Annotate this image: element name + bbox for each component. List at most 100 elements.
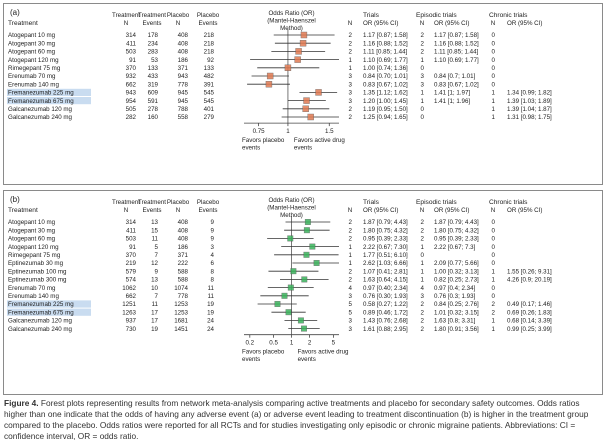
episodic-n: 2: [421, 301, 425, 308]
treatment-events: 7: [155, 252, 159, 259]
treatment-name: Atogepant 120 mg: [8, 57, 59, 64]
trials-n: 3: [349, 326, 353, 333]
header-episodic-n: N: [420, 20, 424, 27]
treatment-name: Galcanezumab 240 mg: [8, 326, 73, 333]
episodic-or-ci: 0.97 [0.4; 2.34]: [434, 285, 476, 292]
placebo-events: 24: [207, 326, 214, 333]
trials-n: 4: [349, 285, 353, 292]
trials-n: 1: [349, 252, 353, 259]
treatment-n: 314: [126, 32, 137, 39]
treatment-name: Rimegepant 75 mg: [8, 252, 61, 259]
chronic-or-ci: 4.26 [0.9; 20.19]: [507, 277, 552, 284]
placebo-events: 279: [204, 114, 215, 121]
treatment-n: 91: [129, 244, 136, 251]
placebo-events: 19: [207, 301, 214, 308]
trials-or-ci: 1.19 [0.95; 1.50]: [363, 106, 408, 113]
episodic-or-ci: 0.76 [0.3; 1.93]: [434, 293, 476, 300]
x-axis-tick-label: 0.75: [253, 128, 266, 135]
placebo-n: 945: [178, 98, 189, 105]
treatment-name: Fremanezumab 225 mg: [8, 301, 74, 308]
header-trials: Trials: [363, 199, 380, 206]
placebo-events: 482: [204, 73, 215, 80]
treatment-name: Erenumab 140 mg: [8, 81, 59, 88]
header-odds-ratio: (Mantel-Haenszel: [267, 18, 316, 25]
treatment-name: Atogepant 30 mg: [8, 40, 56, 47]
treatment-name: Atogepant 10 mg: [8, 219, 56, 226]
episodic-n: 3: [421, 73, 425, 80]
treatment-n: 282: [126, 114, 137, 121]
point-estimate-marker: [266, 72, 274, 80]
favors-active-label: Favors active drug: [298, 349, 349, 356]
panel-label: (b): [10, 195, 20, 204]
placebo-n: 186: [178, 57, 189, 64]
treatment-name: Atogepant 30 mg: [8, 227, 56, 234]
chronic-n: 1: [492, 106, 496, 113]
placebo-n: 408: [178, 227, 189, 234]
trials-or-ci: 1.00 [0.74; 1.36]: [363, 65, 408, 72]
treatment-name: Eptinezumab 30 mg: [8, 260, 64, 267]
treatment-name: Erenumab 140 mg: [8, 293, 59, 300]
placebo-n: 1681: [174, 318, 188, 325]
treatment-name: Galcanezumab 120 mg: [8, 318, 73, 325]
episodic-or-ci: 0.83 [0.67; 1.02]: [434, 81, 479, 88]
episodic-n: 2: [421, 326, 425, 333]
treatment-events: 283: [148, 49, 159, 56]
header-treatment-events: Treatment: [138, 12, 166, 19]
episodic-or-ci: 1.00 [0.32; 3.13]: [434, 268, 479, 275]
trials-or-ci: 0.95 [0.39; 2.33]: [363, 236, 408, 243]
trials-n: 2: [349, 49, 353, 56]
episodic-n: 1: [421, 57, 425, 64]
chronic-n: 0: [492, 49, 496, 56]
placebo-n: 222: [178, 260, 189, 267]
trials-n: 1: [349, 57, 353, 64]
placebo-events: 19: [207, 309, 214, 316]
trials-n: 2: [349, 32, 353, 39]
trials-or-ci: 1.77 [0.51; 6.10]: [363, 252, 408, 259]
header-chronic: Chronic trials: [489, 12, 528, 19]
header-treatment-n-sub: N: [124, 207, 128, 214]
header-treatment-events: Treatment: [138, 199, 166, 206]
favors-placebo-label-sub: events: [242, 145, 260, 152]
chronic-or-ci: 1.34 [0.99; 1.82]: [507, 90, 552, 97]
treatment-n: 662: [126, 81, 137, 88]
caption-text: Forest plots representing results from n…: [4, 398, 589, 441]
chronic-n: 0: [492, 236, 496, 243]
placebo-n: 1074: [174, 285, 188, 292]
treatment-events: 433: [148, 73, 159, 80]
header-chronic-n: N: [491, 207, 495, 214]
trials-n: 1: [349, 65, 353, 72]
header-chronic-or: OR (95% CI): [507, 20, 542, 27]
treatment-name: Erenumab 70 mg: [8, 285, 56, 292]
placebo-events: 545: [204, 90, 215, 97]
trials-or-ci: 0.83 [0.67; 1.02]: [363, 81, 408, 88]
chronic-n: 1: [492, 326, 496, 333]
episodic-n: 4: [421, 285, 425, 292]
trials-or-ci: 1.63 [0.64; 4.15]: [363, 277, 408, 284]
treatment-events: 278: [148, 106, 159, 113]
treatment-n: 730: [126, 326, 137, 333]
chronic-or-ci: 0.68 [0.14; 3.39]: [507, 318, 552, 325]
placebo-events: 4: [211, 252, 215, 259]
header-treatment-n: Treatment: [112, 199, 140, 206]
placebo-n: 186: [178, 244, 189, 251]
treatment-name: Rimegepant 75 mg: [8, 65, 61, 72]
chronic-n: 0: [492, 252, 496, 259]
placebo-events: 391: [204, 81, 215, 88]
episodic-n: 2: [421, 49, 425, 56]
x-axis-tick-label: 2: [308, 340, 312, 347]
placebo-n: 945: [178, 90, 189, 97]
favors-placebo-label: Favors placebo: [242, 137, 285, 144]
point-estimate-marker: [299, 40, 307, 47]
trials-n: 2: [349, 114, 353, 121]
header-treatment-events-sub: Events: [143, 20, 162, 27]
treatment-events: 10: [151, 285, 158, 292]
header-odds-ratio: (Mantel-Haenszel: [267, 205, 316, 212]
header-placebo-n: Placebo: [167, 199, 190, 206]
x-axis-tick-label: 1.5: [325, 128, 334, 135]
trials-or-ci: 1.10 [0.69; 1.77]: [363, 57, 408, 64]
trials-n: 2: [349, 227, 353, 234]
x-axis-tick-label: 1: [286, 128, 290, 135]
trials-or-ci: 1.25 [0.94; 1.65]: [363, 114, 408, 121]
placebo-n: 408: [178, 49, 189, 56]
header-n: N: [348, 20, 352, 27]
